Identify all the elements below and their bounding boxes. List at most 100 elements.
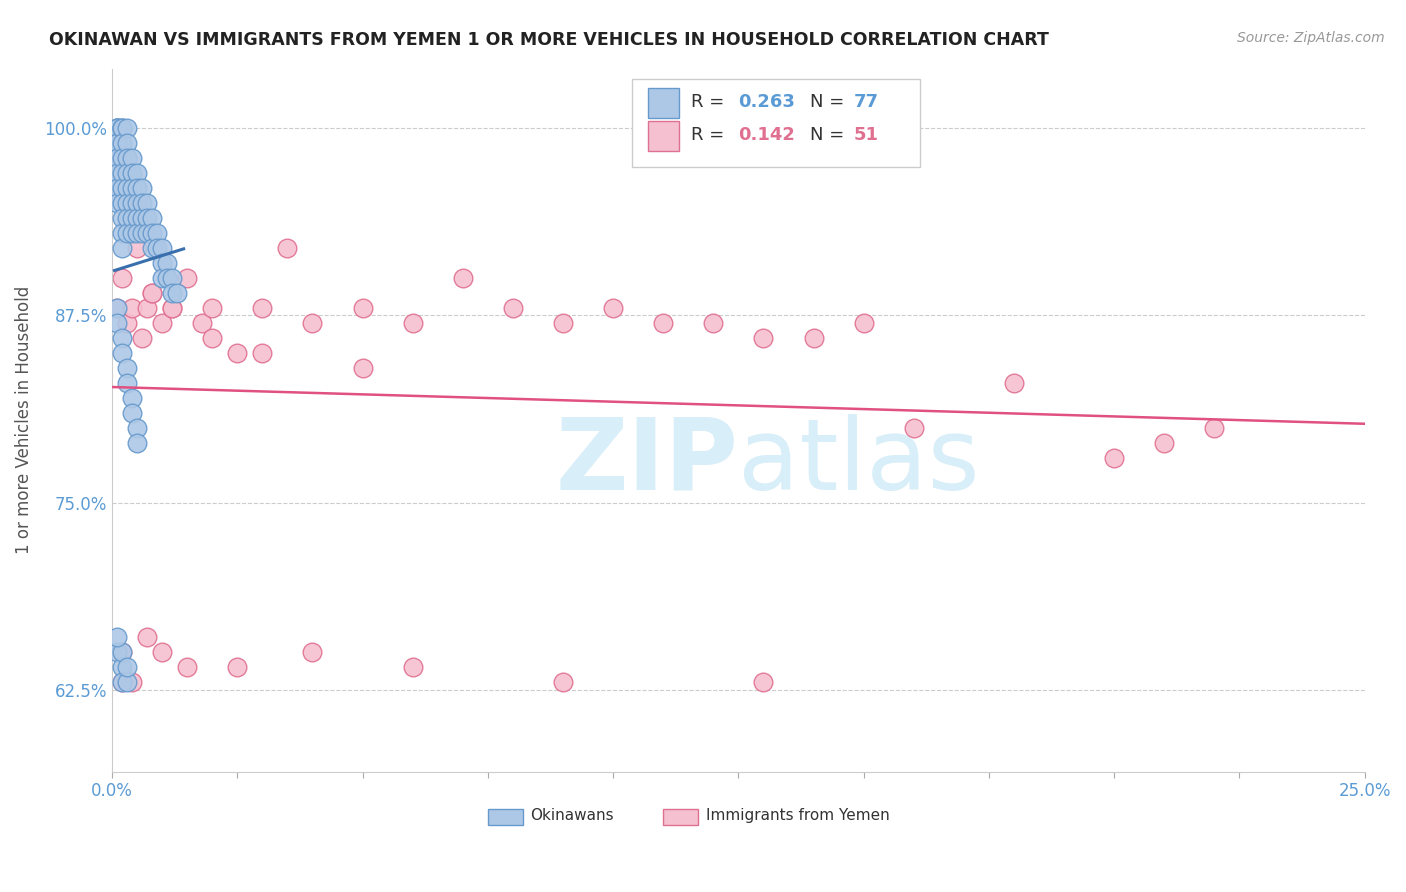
Text: 51: 51	[853, 126, 879, 144]
Point	[111, 331, 134, 345]
Point	[111, 346, 134, 360]
Point	[502, 301, 524, 315]
Point	[146, 226, 169, 240]
Point	[121, 226, 143, 240]
Point	[121, 166, 143, 180]
Text: Immigrants from Yemen: Immigrants from Yemen	[706, 808, 890, 823]
Point	[301, 645, 323, 659]
Point	[111, 136, 134, 151]
Point	[1153, 435, 1175, 450]
Point	[160, 271, 183, 285]
Point	[125, 421, 148, 435]
Point	[111, 271, 134, 285]
Point	[105, 181, 128, 195]
Point	[352, 360, 374, 375]
Point	[252, 301, 274, 315]
Point	[105, 301, 128, 315]
Point	[602, 301, 624, 315]
Point	[156, 271, 179, 285]
Point	[1204, 421, 1226, 435]
Point	[136, 196, 159, 211]
Point	[115, 211, 138, 226]
Point	[115, 360, 138, 375]
Point	[115, 660, 138, 674]
Text: Okinawans: Okinawans	[530, 808, 614, 823]
Point	[125, 241, 148, 255]
Point	[121, 181, 143, 195]
Text: N =: N =	[810, 126, 849, 144]
Text: R =: R =	[690, 93, 730, 111]
Point	[160, 301, 183, 315]
FancyBboxPatch shape	[488, 809, 523, 825]
Point	[136, 226, 159, 240]
Point	[121, 196, 143, 211]
Text: 0.142: 0.142	[738, 126, 796, 144]
Text: Source: ZipAtlas.com: Source: ZipAtlas.com	[1237, 31, 1385, 45]
Point	[115, 181, 138, 195]
Point	[652, 316, 675, 330]
Point	[136, 301, 159, 315]
Point	[125, 226, 148, 240]
Point	[551, 316, 574, 330]
Point	[160, 286, 183, 301]
Point	[141, 286, 163, 301]
Point	[702, 316, 724, 330]
Point	[121, 301, 143, 315]
Point	[105, 645, 128, 659]
Point	[121, 406, 143, 420]
Point	[121, 391, 143, 405]
Point	[150, 316, 173, 330]
Point	[105, 121, 128, 136]
Text: R =: R =	[690, 126, 730, 144]
Point	[352, 301, 374, 315]
Point	[141, 211, 163, 226]
Point	[141, 286, 163, 301]
Point	[226, 346, 249, 360]
Point	[125, 211, 148, 226]
Text: N =: N =	[810, 93, 849, 111]
Point	[160, 301, 183, 315]
Point	[111, 121, 134, 136]
Point	[105, 136, 128, 151]
Point	[115, 316, 138, 330]
Point	[176, 660, 198, 674]
Point	[191, 316, 214, 330]
Point	[201, 331, 224, 345]
Point	[115, 151, 138, 165]
Point	[105, 166, 128, 180]
Point	[121, 151, 143, 165]
Point	[115, 226, 138, 240]
Point	[111, 241, 134, 255]
Point	[136, 630, 159, 644]
Point	[105, 151, 128, 165]
Point	[111, 121, 134, 136]
Text: 77: 77	[853, 93, 879, 111]
Point	[105, 316, 128, 330]
Point	[115, 376, 138, 390]
Point	[803, 331, 825, 345]
Point	[115, 196, 138, 211]
Point	[115, 166, 138, 180]
Point	[111, 121, 134, 136]
Point	[146, 241, 169, 255]
Point	[752, 675, 775, 690]
Text: ZIP: ZIP	[555, 414, 738, 511]
Point	[115, 136, 138, 151]
Point	[150, 271, 173, 285]
Point	[111, 196, 134, 211]
Point	[105, 301, 128, 315]
FancyBboxPatch shape	[648, 88, 679, 118]
Point	[226, 660, 249, 674]
Point	[176, 271, 198, 285]
Point	[131, 211, 153, 226]
Point	[141, 226, 163, 240]
Point	[105, 196, 128, 211]
Point	[136, 211, 159, 226]
Point	[156, 256, 179, 270]
Point	[125, 196, 148, 211]
Point	[111, 675, 134, 690]
Point	[141, 241, 163, 255]
Point	[125, 435, 148, 450]
Point	[105, 630, 128, 644]
Point	[111, 211, 134, 226]
